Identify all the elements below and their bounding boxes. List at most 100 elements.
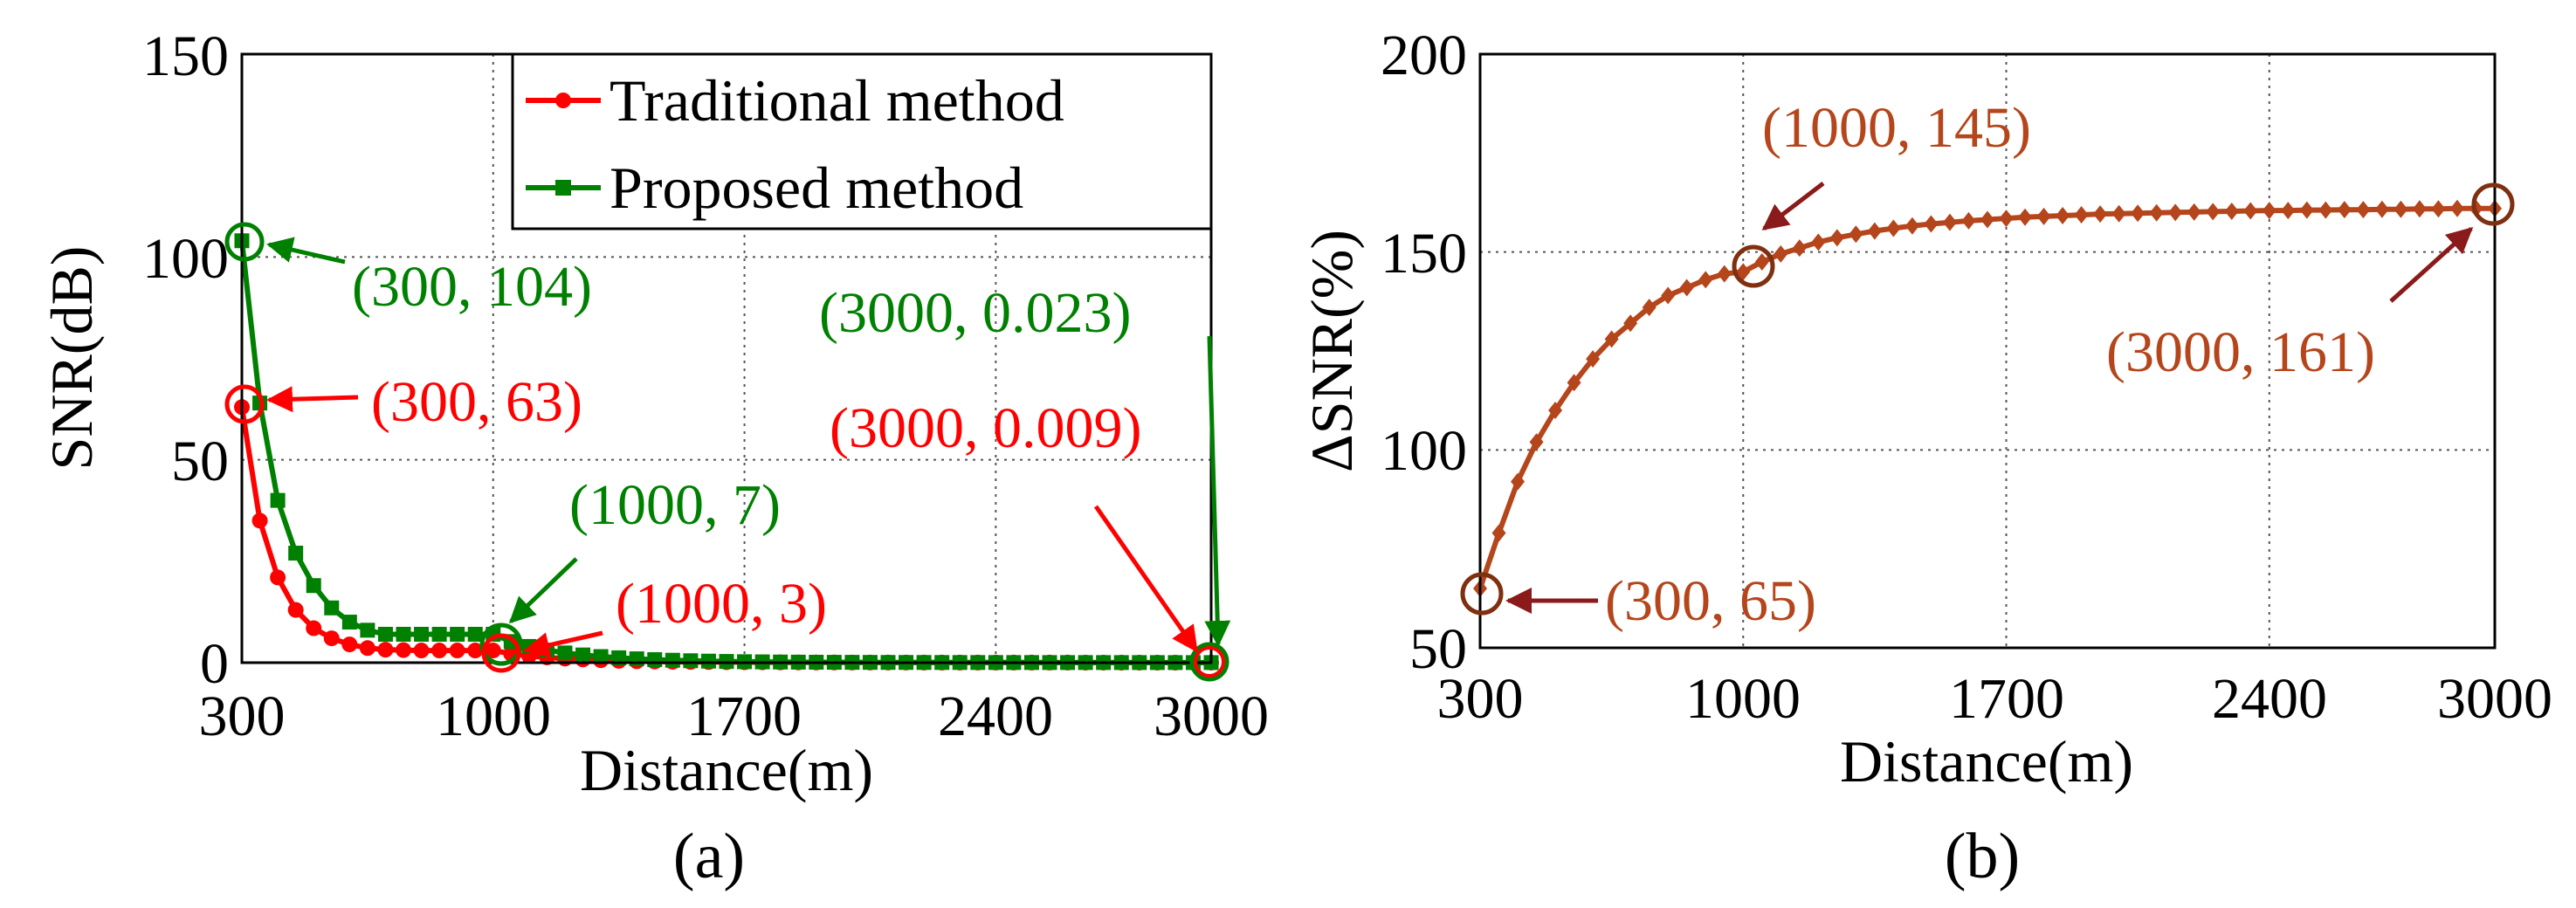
chart-b-y-tick: 100 — [1381, 419, 1467, 483]
data-point-proposed-method — [396, 626, 411, 642]
chart-a: 300 1000 1700 2400 3000 0 50 100 150 Dis… — [38, 24, 1269, 892]
chart-a-x-tick: 1000 — [436, 684, 551, 748]
data-point-proposed-method — [270, 492, 286, 508]
data-point--snr — [2018, 208, 2033, 226]
annotation-300-63: (300, 63) — [371, 370, 582, 434]
chart-b-y-tick: 50 — [1409, 617, 1467, 681]
data-point--snr — [2074, 206, 2089, 224]
chart-a-annotations: (300, 104) (300, 63) (1000, 7) (1000, 3)… — [352, 255, 1141, 636]
data-point-proposed-method — [306, 578, 321, 594]
highlight-300-65 — [1460, 572, 1504, 616]
annotation-1000-145: (1000, 145) — [1762, 96, 2031, 160]
data-point--snr — [1586, 350, 1601, 368]
data-point--snr — [2149, 203, 2164, 222]
data-point--snr — [1886, 219, 1901, 237]
data-point--snr — [1942, 213, 1957, 231]
data-point--snr — [1642, 299, 1656, 317]
chart-b-x-label: Distance(m) — [1840, 728, 2133, 794]
chart-a-x-tick: 3000 — [1154, 684, 1269, 748]
data-point--snr — [2412, 200, 2427, 218]
data-point-proposed-method — [700, 653, 716, 669]
arrow-3000-161 — [2389, 226, 2474, 303]
data-point-traditional-method — [377, 642, 394, 658]
data-point-traditional-method — [287, 602, 304, 618]
data-point--snr — [2111, 204, 2126, 223]
highlight-1000-3 — [481, 633, 521, 673]
chart-a-y-tick: 50 — [171, 430, 229, 493]
annotation-300-104: (300, 104) — [352, 255, 592, 319]
chart-b-y-tick: 150 — [1381, 222, 1467, 285]
chart-a-x-label: Distance(m) — [580, 737, 873, 803]
chart-b-y-tick: 200 — [1381, 24, 1467, 87]
data-point--snr — [1961, 211, 1976, 230]
data-point-proposed-method — [593, 649, 609, 664]
data-point-proposed-method — [377, 626, 393, 642]
data-point--snr — [2393, 200, 2408, 218]
data-point-proposed-method — [575, 647, 591, 663]
highlight-1000-145 — [1732, 244, 1775, 288]
data-point-proposed-method — [665, 652, 680, 668]
legend-box — [511, 52, 1213, 230]
chart-b-x-ticks: 300 1000 1700 2400 3000 — [1437, 667, 2553, 731]
legend-label-traditional: Traditional method — [610, 67, 1064, 134]
data-point--snr — [2262, 202, 2276, 220]
legend-marker-proposed — [555, 180, 571, 196]
data-point--snr — [1491, 524, 1506, 542]
data-point-traditional-method — [359, 640, 375, 657]
data-point--snr — [1999, 210, 2014, 228]
data-point-traditional-method — [449, 643, 465, 659]
chart-b-x-tick: 1700 — [1949, 667, 2064, 731]
chart-b-annotations: (1000, 145) (3000, 161) (300, 65) — [1605, 96, 2375, 633]
chart-a-panel-label: (a) — [673, 821, 745, 892]
chart-a-y-label: SNR(dB) — [38, 246, 105, 471]
legend-marker-traditional — [555, 93, 571, 108]
data-point--snr — [2431, 200, 2446, 218]
legend-label-proposed: Proposed method — [610, 155, 1023, 221]
data-point--snr — [1774, 244, 1788, 263]
chart-b-x-tick: 300 — [1437, 667, 1524, 731]
chart-a-arrows — [266, 237, 1231, 658]
chart-b-panel-label: (b) — [1945, 821, 2020, 892]
annotation-1000-7: (1000, 7) — [569, 473, 781, 537]
data-point-proposed-method — [431, 626, 447, 642]
data-point--snr — [2093, 205, 2108, 224]
data-point--snr — [1849, 225, 1863, 244]
data-point--snr — [2337, 201, 2352, 219]
data-point--snr — [2356, 201, 2371, 219]
chart-b-arrows — [1505, 182, 2474, 614]
chart-b-x-tick: 3000 — [2437, 667, 2552, 731]
data-point--snr — [1717, 265, 1732, 283]
chart-b-y-label: ΔSNR(%) — [1298, 230, 1365, 472]
data-point-proposed-method — [647, 652, 663, 668]
data-point--snr — [1867, 222, 1882, 240]
arrow-1000-3 — [523, 630, 603, 658]
data-point--snr — [2374, 200, 2389, 218]
annotation-3000-161: (3000, 161) — [2106, 320, 2375, 384]
data-point--snr — [1529, 433, 1544, 451]
chart-a-y-tick: 100 — [142, 227, 229, 291]
data-point-proposed-method — [360, 623, 375, 638]
arrow-300-104 — [266, 237, 346, 265]
data-point-traditional-method — [251, 512, 268, 529]
chart-b-x-tick: 2400 — [2212, 667, 2327, 731]
data-point-traditional-method — [413, 643, 430, 659]
data-point--snr — [2206, 203, 2221, 221]
data-point-traditional-method — [270, 569, 286, 586]
arrow-1000-145 — [1761, 182, 1825, 230]
data-point-proposed-method — [629, 651, 644, 667]
data-point-traditional-method — [306, 620, 322, 636]
data-point--snr — [1980, 210, 1994, 229]
data-point-traditional-method — [431, 643, 448, 659]
data-point--snr — [1754, 253, 1769, 271]
arrow-3000-0.009 — [1093, 505, 1199, 653]
data-point--snr — [1604, 330, 1619, 348]
data-point-traditional-method — [323, 630, 340, 647]
data-point--snr — [1736, 263, 1751, 281]
chart-a-legend: Traditional method Proposed method — [511, 52, 1213, 230]
annotation-1000-3: (1000, 3) — [616, 572, 827, 636]
data-point-proposed-method — [324, 600, 340, 616]
data-point-proposed-method — [414, 626, 430, 642]
highlight-300-63 — [224, 384, 265, 424]
chart-a-x-tick: 300 — [199, 684, 286, 748]
data-point--snr — [2056, 206, 2070, 224]
